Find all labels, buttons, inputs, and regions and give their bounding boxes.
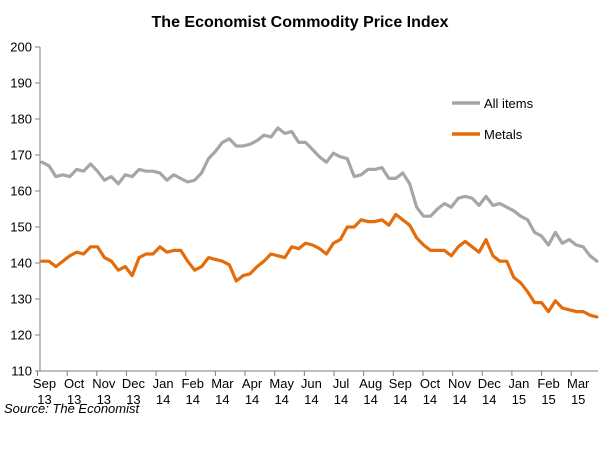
x-tick-label-year: 14: [186, 392, 200, 407]
x-tick-label-month: Feb: [182, 376, 204, 391]
y-tick-label: 190: [10, 76, 32, 91]
x-tick-label-month: Jun: [301, 376, 322, 391]
x-tick-label-year: 14: [423, 392, 437, 407]
legend-label-metals: Metals: [484, 127, 523, 142]
x-tick-label-month: Jan: [508, 376, 529, 391]
y-tick-label: 140: [10, 256, 32, 271]
x-tick-label-year: 13: [37, 392, 51, 407]
x-tick-label-year: 14: [452, 392, 466, 407]
series-layer: [40, 126, 599, 319]
x-tick-label-month: Jan: [153, 376, 174, 391]
x-tick-label-year: 13: [97, 392, 111, 407]
x-tick-label-month: Jul: [333, 376, 350, 391]
x-tick-label-year: 15: [571, 392, 585, 407]
x-tick-label-year: 14: [304, 392, 318, 407]
x-tick-label-month: May: [269, 376, 294, 391]
source-note: Source: The Economist: [4, 401, 141, 416]
x-tick-label-month: Dec: [478, 376, 502, 391]
x-tick-label-month: Dec: [122, 376, 146, 391]
y-tick-label: 110: [11, 364, 32, 379]
x-axis: Sep13Oct13Nov13Dec13Jan14Feb14Mar14Apr14…: [33, 370, 598, 407]
x-tick-label-year: 14: [156, 392, 170, 407]
x-tick-label-year: 14: [363, 392, 377, 407]
y-tick-label: 160: [10, 184, 32, 199]
x-tick-label-year: 14: [334, 392, 348, 407]
y-tick-label: 130: [10, 292, 32, 307]
series-line-metals: [40, 212, 599, 319]
y-tick-label: 180: [10, 112, 32, 127]
series-line-all-items: [40, 126, 599, 263]
x-tick-label-year: 13: [67, 392, 81, 407]
y-tick-label: 150: [10, 220, 32, 235]
y-tick-label: 170: [10, 148, 32, 163]
x-tick-label-year: 14: [215, 392, 229, 407]
x-tick-label-year: 14: [245, 392, 259, 407]
x-tick-label-month: Mar: [211, 376, 234, 391]
x-tick-label-month: Aug: [359, 376, 382, 391]
x-tick-label-month: Nov: [92, 376, 116, 391]
legend-label-all-items: All items: [484, 96, 534, 111]
legend: All items Metals: [452, 96, 534, 142]
y-axis: 110 120 130 140 150 160 170 180 190 200: [10, 40, 41, 379]
chart-title: The Economist Commodity Price Index: [152, 14, 449, 31]
x-tick-label-month: Feb: [537, 376, 559, 391]
x-tick-label-year: 14: [482, 392, 496, 407]
x-tick-label-year: 14: [274, 392, 288, 407]
x-tick-label-year: 15: [512, 392, 526, 407]
x-tick-label-month: Sep: [389, 376, 412, 391]
x-tick-label-year: 15: [541, 392, 555, 407]
x-tick-label-month: Apr: [242, 376, 263, 391]
x-tick-label-month: Oct: [64, 376, 85, 391]
x-tick-label-month: Mar: [567, 376, 590, 391]
x-tick-label-month: Oct: [420, 376, 441, 391]
x-tick-label-year: 14: [393, 392, 407, 407]
x-tick-label-month: Sep: [33, 376, 56, 391]
y-tick-label: 120: [10, 328, 32, 343]
y-tick-label: 200: [10, 40, 32, 55]
x-tick-label-year: 13: [126, 392, 140, 407]
x-tick-label-month: Nov: [448, 376, 472, 391]
